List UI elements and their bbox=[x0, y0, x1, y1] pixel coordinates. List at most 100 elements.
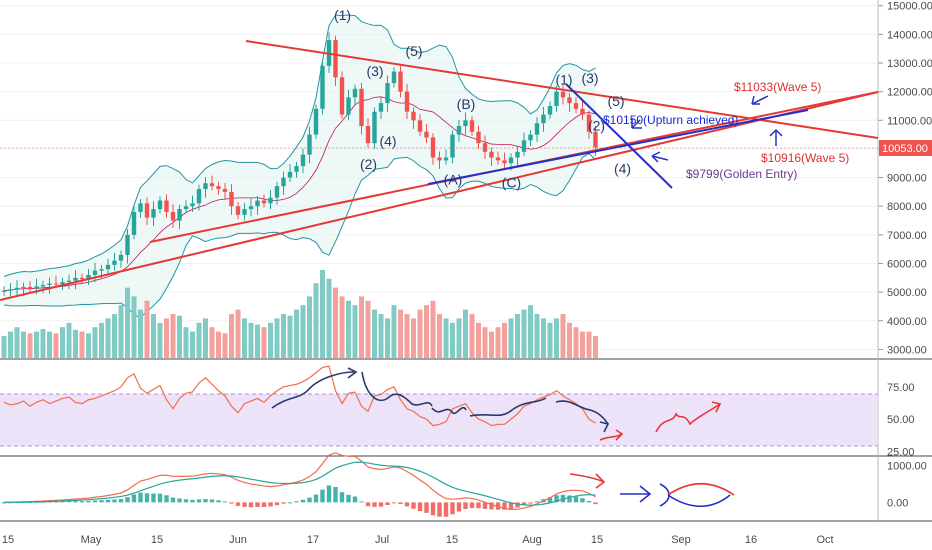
volume-bar bbox=[118, 305, 124, 358]
candle bbox=[92, 262, 98, 283]
candle-body bbox=[567, 97, 572, 104]
candle-body bbox=[333, 40, 338, 78]
candle bbox=[177, 204, 182, 230]
volume-bar bbox=[248, 322, 254, 358]
macd-hist-bar bbox=[404, 502, 410, 507]
candle bbox=[586, 110, 592, 139]
candle-body bbox=[528, 134, 533, 141]
volume-bar bbox=[21, 331, 26, 358]
macd-hist-bar bbox=[482, 502, 488, 509]
candle-body bbox=[27, 286, 33, 289]
volume-bar bbox=[307, 296, 312, 358]
macd-hist-bar bbox=[125, 497, 130, 503]
volume-bar bbox=[229, 314, 234, 358]
macd-hist-bar bbox=[450, 502, 455, 515]
candle-body bbox=[313, 108, 319, 135]
macd-hist-bar bbox=[326, 485, 332, 503]
macd-hist-bar bbox=[144, 493, 150, 503]
candle-body bbox=[131, 211, 137, 235]
macd-hist-bar bbox=[300, 499, 306, 503]
macd-hist-bar bbox=[430, 502, 436, 516]
time-tick-label: Jul bbox=[375, 534, 389, 546]
candle-body bbox=[521, 140, 527, 152]
candle bbox=[294, 161, 299, 178]
candle-body bbox=[196, 189, 202, 204]
macd-hist-bar bbox=[391, 502, 397, 504]
candle bbox=[66, 274, 72, 290]
blue-downtrend-line[interactable] bbox=[565, 83, 673, 189]
volume-bar bbox=[125, 287, 130, 358]
candle-body bbox=[372, 111, 377, 144]
price-axis[interactable]: 15000.00 14000.00 13000.00 12000.00 11000.00… bbox=[878, 1, 932, 357]
candle-body bbox=[216, 186, 221, 190]
candle-body bbox=[541, 114, 546, 124]
macd-hist-bar bbox=[437, 502, 442, 517]
lower-trendline[interactable] bbox=[0, 91, 879, 301]
candle bbox=[125, 228, 130, 264]
price-tick-label: 5000.00 bbox=[887, 287, 927, 299]
macd-hist-bar bbox=[385, 502, 390, 505]
candle-body bbox=[443, 157, 449, 161]
squiggle-icon bbox=[655, 401, 722, 433]
macd-hist-bar bbox=[469, 502, 475, 509]
macd-hist-bar bbox=[443, 502, 449, 517]
volume-bar bbox=[567, 322, 572, 358]
macd-hist-bar bbox=[118, 498, 124, 503]
trendlines[interactable] bbox=[0, 40, 879, 301]
volume-bar bbox=[105, 318, 111, 358]
macd-hist-bar bbox=[365, 502, 371, 507]
volume-bar bbox=[60, 327, 65, 358]
macd-histogram bbox=[1, 485, 598, 517]
candle-body bbox=[235, 206, 241, 215]
candle-body bbox=[489, 151, 494, 158]
blue-support-line[interactable] bbox=[427, 109, 809, 185]
upper-trendline[interactable] bbox=[245, 40, 879, 139]
volume-bar bbox=[287, 315, 293, 358]
volume-bar bbox=[131, 296, 137, 358]
arrow-icon bbox=[620, 485, 652, 503]
candle bbox=[8, 283, 13, 297]
price-tick-label: 13000.00 bbox=[887, 58, 932, 70]
candle bbox=[424, 124, 429, 144]
macd-hist-bar bbox=[521, 502, 527, 506]
volume-bar bbox=[281, 314, 286, 358]
last-price-badge bbox=[879, 140, 932, 156]
macd-hist-bar bbox=[274, 502, 280, 506]
volume-bar bbox=[183, 327, 189, 358]
time-axis[interactable]: 15 May 15 Jun 17 Jul 15 Aug 15 Sep 16 Oct bbox=[2, 534, 834, 546]
squiggle-icon bbox=[271, 371, 355, 409]
wave-label: (2) bbox=[360, 156, 377, 172]
volume-bar bbox=[476, 322, 481, 358]
volume-bar bbox=[573, 327, 579, 358]
candle-body bbox=[8, 289, 13, 291]
volume-bar bbox=[411, 318, 416, 358]
candle bbox=[190, 195, 195, 212]
candle-body bbox=[307, 134, 312, 155]
rsi-tick-label: 75.00 bbox=[887, 382, 915, 394]
volume-bar bbox=[242, 318, 247, 358]
volume-bar bbox=[86, 333, 91, 358]
wave-label: (4) bbox=[379, 133, 396, 149]
macd-hist-bar bbox=[235, 502, 241, 506]
macd-hist-bar bbox=[417, 502, 423, 512]
volume-bar bbox=[27, 333, 33, 358]
macd-hist-bar bbox=[554, 495, 559, 503]
candle bbox=[14, 280, 20, 297]
squiggle-icon bbox=[431, 406, 467, 415]
annotation-wave5-lower: $10916(Wave 5) bbox=[761, 151, 849, 165]
candle bbox=[118, 250, 124, 268]
macd-hist-bar bbox=[170, 497, 176, 503]
candle bbox=[229, 184, 234, 215]
rsi-line bbox=[3, 365, 596, 427]
volume-bar bbox=[8, 331, 13, 358]
macd-hist-bar bbox=[177, 498, 182, 503]
candle bbox=[430, 133, 436, 165]
price-tick-label: 7000.00 bbox=[887, 230, 927, 242]
candle-body bbox=[47, 283, 52, 285]
candle-body bbox=[339, 77, 345, 115]
candle bbox=[320, 59, 325, 115]
candle-body bbox=[424, 131, 429, 138]
candle-body bbox=[157, 200, 163, 210]
candle bbox=[352, 84, 358, 105]
